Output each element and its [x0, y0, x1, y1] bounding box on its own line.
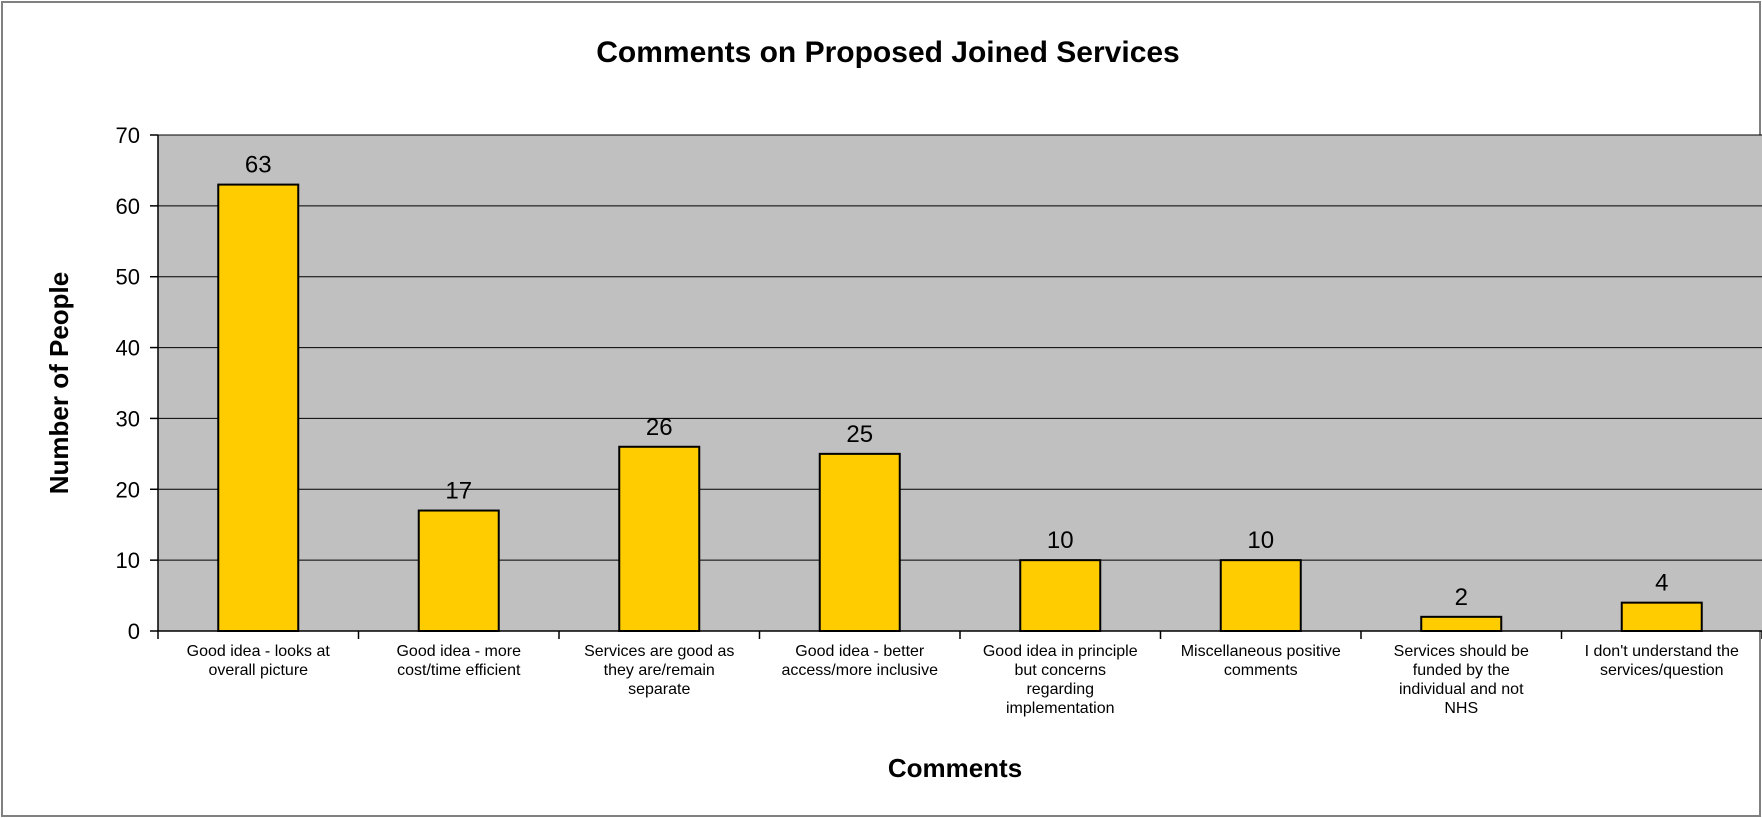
x-tick-label-line: I don't understand the: [1585, 643, 1739, 660]
x-tick-label-line: separate: [628, 681, 690, 698]
x-tick-label-line: services/question: [1600, 662, 1724, 679]
data-label: 4: [1655, 570, 1668, 597]
x-tick-label-line: implementation: [1006, 700, 1115, 717]
x-tick-label-line: NHS: [1444, 700, 1478, 717]
bar: [1219, 559, 1302, 633]
bar: [217, 183, 300, 632]
y-tick-label: 50: [116, 265, 140, 290]
x-axis-title: Comments: [888, 753, 1022, 783]
data-label: 63: [245, 152, 272, 179]
x-tick-label: Good idea - looks at overall picture: [187, 643, 331, 679]
y-tick-label: 70: [116, 123, 140, 148]
x-tick-label-line: access/more inclusive: [782, 662, 939, 679]
x-tick-label-line: they are/remain: [604, 662, 715, 679]
x-tick-label-line: Good idea in principle: [983, 643, 1138, 660]
x-tick-label: Good idea - better access/more inclusive: [782, 643, 939, 679]
x-tick-label: Good idea in principle but concerns regard…: [983, 643, 1138, 717]
y-tick-label: 10: [116, 548, 140, 573]
bars: [217, 183, 1703, 633]
y-tick-label: 60: [116, 194, 140, 219]
x-tick-label: Good idea - more cost/time efficient: [396, 643, 521, 679]
y-tick-labels: 0 10 20 30 40 50 60 70: [116, 123, 140, 644]
x-tick-label-line: Miscellaneous positive: [1181, 643, 1341, 660]
y-tick-label: 40: [116, 336, 140, 361]
data-labels: 63 17 26 25 10 10 2 4: [245, 152, 1669, 611]
data-label: 10: [1047, 527, 1074, 554]
data-label: 26: [646, 414, 673, 441]
y-tick-label: 20: [116, 477, 140, 502]
bar: [417, 509, 500, 632]
x-tick-label-line: regarding: [1026, 681, 1094, 698]
x-tick-label: I don't understand the services/question: [1585, 643, 1739, 679]
data-label: 25: [846, 421, 873, 448]
x-tick-label-line: individual and not: [1399, 681, 1524, 698]
plot-area: [158, 135, 1762, 631]
bar: [1620, 601, 1703, 633]
x-tick-label-line: funded by the: [1413, 662, 1510, 679]
x-tick-label-line: cost/time efficient: [397, 662, 521, 679]
data-label: 2: [1455, 584, 1468, 611]
x-tick-label-line: overall picture: [208, 662, 308, 679]
x-tick-label-line: Good idea - more: [396, 643, 521, 660]
x-tick-label-line: Services should be: [1394, 643, 1529, 660]
bar: [1019, 559, 1102, 633]
y-tick-label: 30: [116, 406, 140, 431]
x-tick-label-line: but concerns: [1014, 662, 1106, 679]
x-tick-label: Miscellaneous positive comments: [1181, 643, 1341, 679]
x-tick-label-line: comments: [1224, 662, 1298, 679]
x-tick-label-line: Services are good as: [584, 643, 734, 660]
bar: [618, 445, 701, 632]
bar: [1420, 615, 1503, 632]
x-tick-label: Services are good as they are/remain separ…: [584, 643, 734, 698]
x-tick-label-line: Good idea - better: [795, 643, 925, 660]
chart-title: Comments on Proposed Joined Services: [596, 36, 1180, 69]
x-tick-label-line: Good idea - looks at: [187, 643, 331, 660]
bar: [818, 452, 901, 632]
y-tick-label: 0: [128, 619, 140, 644]
y-axis-title: Number of People: [44, 272, 74, 494]
data-label: 10: [1247, 527, 1274, 554]
x-tick-labels: Good idea - looks at overall pictureGood …: [187, 643, 1739, 717]
data-label: 17: [445, 478, 472, 505]
x-tick-label: Services should be funded by the individua…: [1394, 643, 1529, 717]
